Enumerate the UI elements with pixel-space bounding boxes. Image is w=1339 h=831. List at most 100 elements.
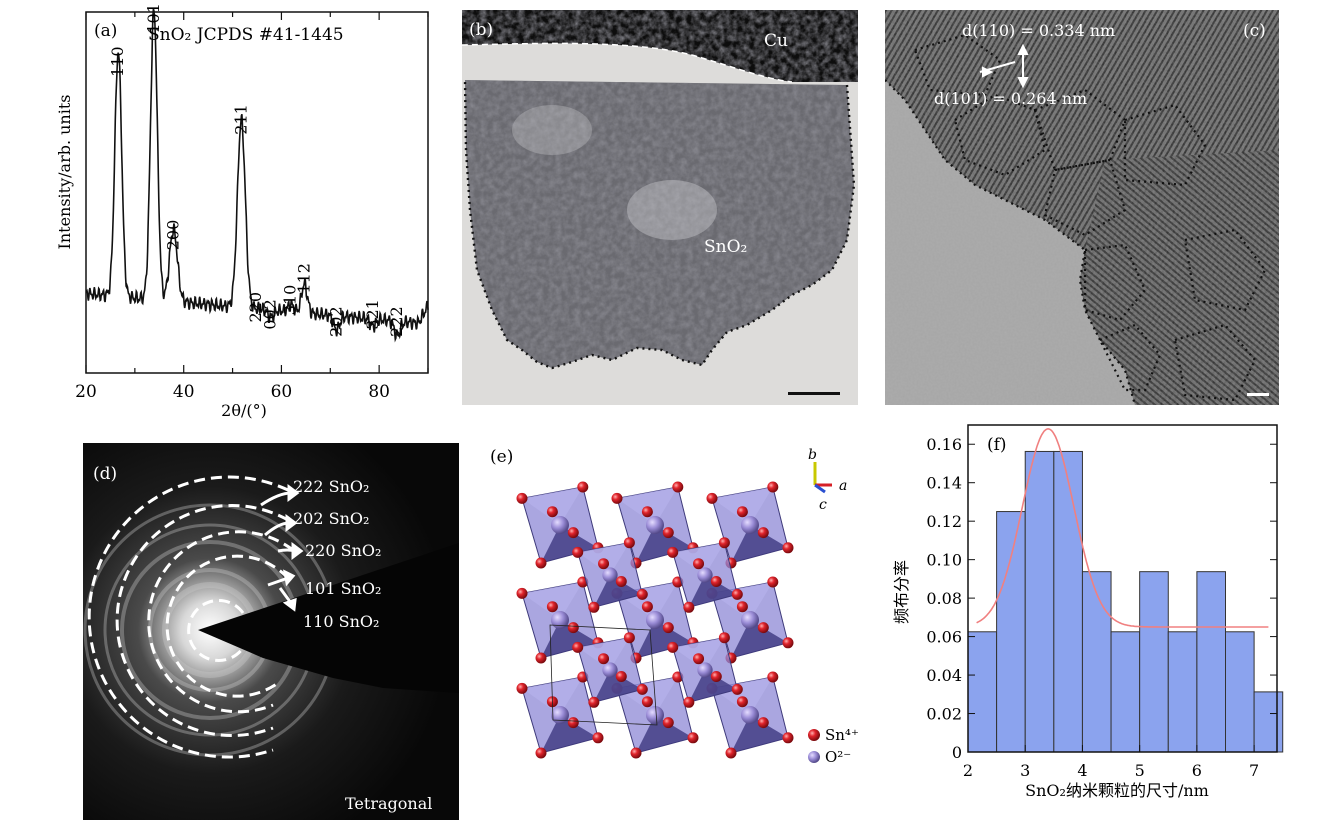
scale-bar	[788, 392, 840, 395]
o-atom	[646, 706, 664, 724]
hist-frame	[967, 424, 1278, 753]
unit-cell	[549, 624, 658, 726]
sn-atom	[588, 601, 600, 613]
lattice-markers	[979, 43, 1029, 89]
octahedron-face	[522, 582, 583, 620]
sn-atom	[757, 527, 769, 539]
hist-ytick-label: 0.04	[926, 666, 962, 685]
sn-atom	[636, 683, 648, 695]
xrd-tick-label: 60	[271, 382, 293, 402]
octahedron-face	[617, 487, 678, 525]
hist-xtick-label: 3	[1020, 761, 1030, 780]
sn-legend-label: Sn⁴⁺	[825, 726, 859, 744]
sn-atom	[611, 492, 623, 504]
histogram-bar	[1081, 571, 1112, 753]
o-atom	[741, 516, 759, 534]
sn-atom	[782, 542, 794, 554]
panel-c-hrtem: d(110) = 0.334 nm d(101) = 0.264 nm (c)	[884, 10, 1279, 406]
xrd-peak-label: 200	[163, 220, 182, 251]
sn-atom	[736, 601, 748, 613]
sn-atom	[683, 696, 695, 708]
sn-atom	[693, 558, 705, 570]
hist-xtick-label: 7	[1249, 761, 1259, 780]
beam-stop	[198, 543, 459, 693]
sn-atom	[731, 683, 743, 695]
grain-outlines	[913, 33, 1267, 402]
sn-atom	[718, 537, 730, 549]
xrd-peak-label: 222	[387, 306, 406, 337]
sn-atom	[535, 747, 547, 759]
sn-atom	[782, 637, 794, 649]
panel-c-label: (c)	[1243, 21, 1266, 41]
cu-label: Cu	[764, 31, 788, 51]
aggregate-outline	[463, 79, 856, 370]
panel-a-label: (a)	[94, 21, 117, 41]
sn-atom	[572, 641, 584, 653]
sn-atom	[757, 717, 769, 729]
o-atom	[551, 611, 569, 629]
sn-atom	[535, 557, 547, 569]
hist-ytick-label: 0.02	[926, 705, 962, 724]
panel-d-label: (d)	[93, 464, 117, 484]
sn-atom	[687, 732, 699, 744]
hist-xtick-label: 2	[963, 761, 973, 780]
sn-atom	[767, 481, 779, 493]
o-atom	[646, 516, 664, 534]
sn-atom	[667, 641, 679, 653]
o-atom	[697, 567, 713, 583]
sn-atom	[588, 696, 600, 708]
sn-atom	[546, 601, 558, 613]
sn-atom	[623, 632, 635, 644]
sn-atom	[693, 653, 705, 665]
tem-image: (b) Cu SnO₂	[461, 10, 858, 405]
sn-atom	[710, 575, 722, 587]
histogram-bar	[967, 631, 998, 753]
histogram-chart: 00.020.040.060.080.100.120.140.162 3 4 5 6 7 …	[892, 424, 1284, 800]
sn-atom	[615, 575, 627, 587]
ring-arcs	[87, 475, 294, 759]
octahedron-face	[541, 620, 598, 658]
sn-atom	[516, 492, 528, 504]
xrd-tick-label: 40	[173, 382, 195, 402]
hist-ytick-label: 0.06	[926, 628, 962, 647]
sn-atom	[662, 622, 674, 634]
sn-atom	[577, 481, 589, 493]
sn-atom	[667, 546, 679, 558]
xrd-curve	[85, 8, 429, 343]
histogram-bar	[1196, 571, 1226, 753]
axis-a-label: a	[839, 478, 847, 494]
hist-xtick-label: 5	[1135, 761, 1145, 780]
hist-xlabel: SnO₂纳米颗粒的尺寸/nm	[1025, 781, 1209, 800]
sn-atom	[598, 558, 610, 570]
sn-atom	[736, 696, 748, 708]
ring-label-202: 202 SnO₂	[293, 509, 369, 528]
d110-label: d(110) = 0.334 nm	[962, 21, 1115, 40]
xrd-peak-label: 321	[363, 299, 382, 330]
octahedron-face	[636, 525, 693, 563]
sn-legend-icon	[808, 729, 820, 741]
sn-atom	[567, 622, 579, 634]
o-atom	[741, 706, 759, 724]
sn-atom	[630, 747, 642, 759]
ring-label-222: 222 SnO₂	[293, 477, 369, 496]
octahedron-face	[522, 487, 583, 525]
panel-d-saed: 222 SnO₂ 202 SnO₂ 220 SnO₂ 101 SnO₂ 110 …	[83, 443, 459, 820]
hist-ytick-label: 0	[952, 743, 962, 762]
scale-bar	[1247, 393, 1269, 396]
sno2-label: SnO₂	[704, 237, 747, 257]
o-atom	[697, 662, 713, 678]
histogram-bar	[1053, 450, 1083, 753]
sn-atom	[782, 732, 794, 744]
ring-arrows	[260, 484, 304, 612]
sn-atom	[662, 527, 674, 539]
sn-atom	[641, 601, 653, 613]
histogram-bar	[1139, 571, 1169, 753]
octahedron-face	[731, 525, 788, 563]
hist-ytick-label: 0.08	[926, 589, 962, 608]
hist-ytick-label: 0.10	[926, 551, 962, 570]
axis-b-label: b	[808, 447, 817, 463]
panel-a-title: SnO₂ JCPDS #41-1445	[148, 25, 344, 45]
octahedron-face	[541, 525, 598, 563]
sn-atom	[567, 717, 579, 729]
